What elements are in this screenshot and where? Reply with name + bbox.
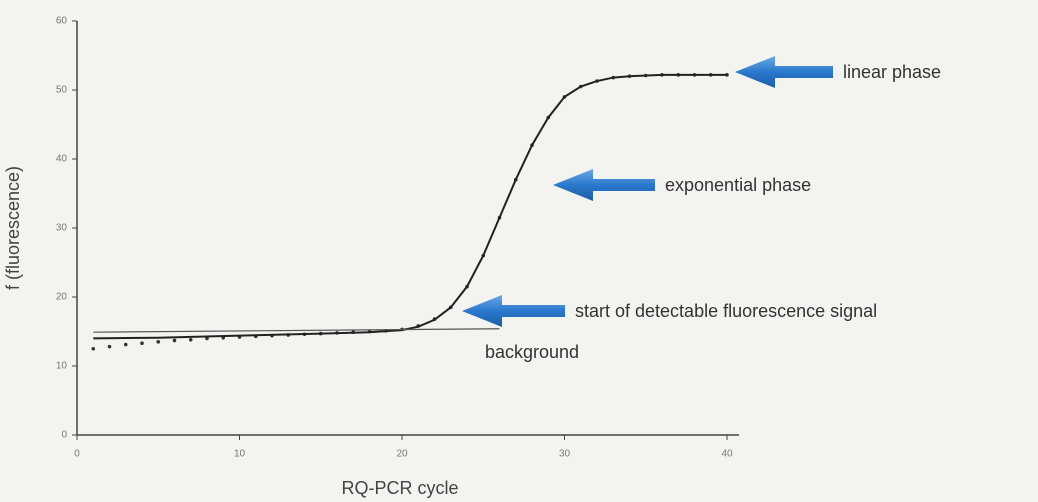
x-tick-label: 30 [559, 449, 571, 460]
data-point [205, 336, 209, 341]
data-point [107, 344, 112, 349]
arrow [462, 295, 565, 327]
x-tick-label: 0 [74, 449, 80, 460]
x-axis-label: RQ-PCR cycle [341, 478, 458, 498]
curve [93, 328, 500, 333]
arrow [735, 56, 833, 88]
data-point [156, 340, 161, 344]
x-tick-label: 10 [234, 449, 246, 460]
x-tick-label: 40 [721, 449, 733, 460]
data-point [91, 346, 96, 351]
arrow [553, 169, 655, 201]
annotation: start of detectable fluorescence signal [575, 301, 877, 321]
y-tick-label: 60 [56, 16, 68, 27]
data-point [172, 338, 177, 343]
y-tick-label: 0 [61, 430, 67, 441]
arrows [462, 56, 833, 327]
data-point [123, 342, 128, 347]
y-tick-label: 40 [56, 154, 68, 165]
y-tick-label: 20 [56, 292, 68, 303]
y-tick-label: 10 [56, 361, 68, 372]
annotation: background [485, 342, 579, 362]
y-tick-label: 50 [56, 85, 68, 96]
x-tick-label: 20 [396, 449, 408, 460]
annotation: linear phase [843, 62, 941, 82]
data-point [188, 337, 193, 342]
y-axis-label: f (fluorescence) [3, 166, 23, 290]
annotation: exponential phase [665, 175, 811, 195]
curve [93, 73, 727, 340]
data-point [140, 341, 144, 346]
y-tick-label: 30 [56, 223, 68, 234]
